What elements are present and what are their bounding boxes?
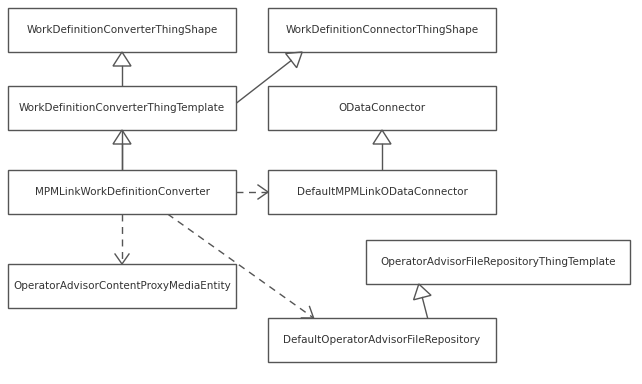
Bar xyxy=(268,86,496,130)
Text: MPMLinkWorkDefinitionConverter: MPMLinkWorkDefinitionConverter xyxy=(35,187,209,197)
Bar xyxy=(268,8,496,52)
Text: OperatorAdvisorFileRepositoryThingTemplate: OperatorAdvisorFileRepositoryThingTempla… xyxy=(380,257,616,267)
Text: DefaultOperatorAdvisorFileRepository: DefaultOperatorAdvisorFileRepository xyxy=(283,335,481,345)
Bar xyxy=(366,240,630,284)
Text: ODataConnector: ODataConnector xyxy=(338,103,426,113)
Text: WorkDefinitionConverterThingShape: WorkDefinitionConverterThingShape xyxy=(26,25,218,35)
Text: WorkDefinitionConnectorThingShape: WorkDefinitionConnectorThingShape xyxy=(286,25,478,35)
Bar xyxy=(8,8,236,52)
Bar xyxy=(8,264,236,308)
Text: OperatorAdvisorContentProxyMediaEntity: OperatorAdvisorContentProxyMediaEntity xyxy=(13,281,231,291)
Bar xyxy=(8,170,236,214)
Bar xyxy=(8,86,236,130)
Text: DefaultMPMLinkODataConnector: DefaultMPMLinkODataConnector xyxy=(297,187,467,197)
Text: WorkDefinitionConverterThingTemplate: WorkDefinitionConverterThingTemplate xyxy=(19,103,225,113)
Bar xyxy=(268,170,496,214)
Bar xyxy=(268,318,496,362)
